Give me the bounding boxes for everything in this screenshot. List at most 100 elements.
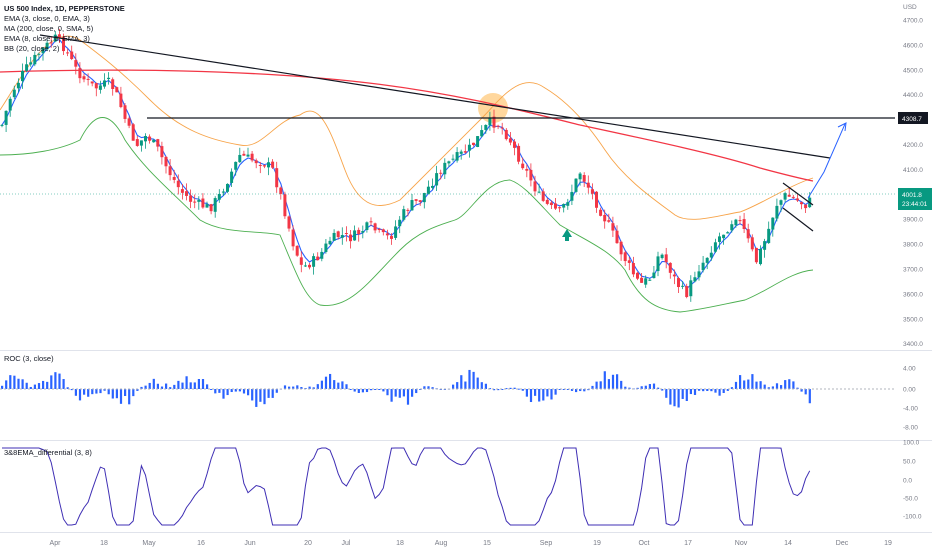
candle-body <box>558 207 562 209</box>
roc-bar <box>460 375 463 389</box>
candle-body <box>664 254 668 263</box>
roc-tick-label: -4.00 <box>903 406 918 413</box>
roc-bar <box>693 389 697 395</box>
candle-body <box>689 280 693 297</box>
candle-body <box>718 236 721 242</box>
candle-body <box>86 78 90 80</box>
candle-body <box>656 256 660 272</box>
roc-bar <box>657 387 660 389</box>
roc-bar <box>78 389 82 401</box>
candle-body <box>697 271 701 278</box>
candle-body <box>189 195 193 202</box>
candle-body <box>545 199 549 204</box>
roc-bar <box>300 387 303 389</box>
candle-body <box>365 222 369 230</box>
candle-body <box>271 161 275 168</box>
candle-body <box>607 220 611 222</box>
time-tick-label: 19 <box>593 540 601 547</box>
symbol-title[interactable]: US 500 Index, 1D, PEPPERSTONE <box>4 4 125 13</box>
roc-bar <box>747 379 750 389</box>
candle-body <box>41 47 45 54</box>
price-level-label: 4308.7 <box>902 116 922 123</box>
price-tick-label: 3900.0 <box>903 217 923 224</box>
roc-bar <box>267 389 270 398</box>
time-tick-label: 16 <box>197 540 205 547</box>
candle-body <box>582 175 586 182</box>
candle-body <box>74 60 78 67</box>
candle-body <box>324 243 328 253</box>
candle-body <box>422 192 426 203</box>
candle-body <box>406 209 410 211</box>
candle-body <box>303 265 307 267</box>
candle-body <box>713 242 717 252</box>
candle-body <box>402 209 406 220</box>
roc-bar <box>472 371 475 389</box>
roc-label[interactable]: ROC (3, close) <box>4 354 54 363</box>
time-axis[interactable]: Apr 18 May 16 Jun 20 Jul 18 Aug 15 Sep 19 Oct 17 Nov 14… <box>50 540 892 547</box>
roc-bar <box>259 389 262 402</box>
roc-bar <box>529 389 533 403</box>
roc-bar <box>800 389 803 392</box>
roc-bar <box>165 383 168 389</box>
price-level-badge: 4308.7 <box>898 112 928 124</box>
candle-body <box>631 263 635 275</box>
price-tick-label: 4100.0 <box>903 167 923 174</box>
roc-bar <box>357 389 360 393</box>
roc-bar <box>595 381 598 389</box>
candle-body <box>283 194 287 217</box>
candle-body <box>484 124 488 130</box>
roc-bar <box>706 389 709 392</box>
candle-body <box>504 129 508 140</box>
indicator-ma200[interactable]: MA (200, close, 0, SMA, 5) <box>4 24 94 33</box>
roc-bar <box>771 386 774 389</box>
candle-body <box>488 117 492 126</box>
price-tick-label: 3500.0 <box>903 316 923 323</box>
projection-arrow[interactable] <box>807 123 846 199</box>
roc-bar <box>431 387 434 389</box>
osc-label[interactable]: 3&8EMA_differential (3, 8) <box>4 448 92 457</box>
roc-bar <box>702 389 705 392</box>
time-tick-label: May <box>142 540 156 547</box>
roc-bar <box>386 389 389 396</box>
up-arrow-signal-icon <box>562 229 572 241</box>
candle-body <box>287 216 291 229</box>
time-tick-label: 18 <box>100 540 108 547</box>
roc-bar <box>558 389 561 390</box>
roc-bar <box>283 385 287 389</box>
price-tick-label: 4700.0 <box>903 18 923 25</box>
roc-bar <box>681 389 684 399</box>
roc-bar <box>542 389 545 401</box>
candle-body <box>701 262 705 271</box>
roc-bar <box>74 389 77 396</box>
candle-body <box>418 200 422 202</box>
roc-bar <box>689 389 692 395</box>
wedge-lower-line[interactable] <box>782 207 814 232</box>
candle-body <box>230 171 234 183</box>
candle-body <box>705 257 709 263</box>
price-tick-label: 4200.0 <box>903 142 923 149</box>
roc-bar <box>42 380 45 389</box>
bb-upper-line <box>0 35 814 220</box>
candle-body <box>636 272 639 279</box>
roc-bar <box>119 389 123 404</box>
indicator-ema8[interactable]: EMA (8, close, 0, EMA, 3) <box>4 34 90 43</box>
roc-bar <box>411 389 414 397</box>
candle-body <box>213 198 217 212</box>
descending-trendline[interactable] <box>39 34 831 159</box>
time-tick-label: Oct <box>639 540 650 547</box>
candle-body <box>763 241 767 250</box>
roc-bar <box>427 386 430 389</box>
candle-body <box>353 230 357 241</box>
candle-body <box>66 52 70 54</box>
candle-body <box>677 278 680 288</box>
roc-bar <box>739 375 742 389</box>
indicator-ema3[interactable]: EMA (3, close, 0, EMA, 3) <box>4 14 90 23</box>
roc-bar <box>128 389 131 405</box>
indicator-bb[interactable]: BB (20, close, 2) <box>4 44 60 53</box>
candle-body <box>779 200 783 205</box>
price-axis[interactable]: USD 4700.0 4600.0 4500.0 4400.0 4200.0 4100.0… <box>903 4 923 348</box>
candle-body <box>0 124 4 126</box>
candle-body <box>525 168 529 171</box>
roc-bar <box>333 380 336 389</box>
